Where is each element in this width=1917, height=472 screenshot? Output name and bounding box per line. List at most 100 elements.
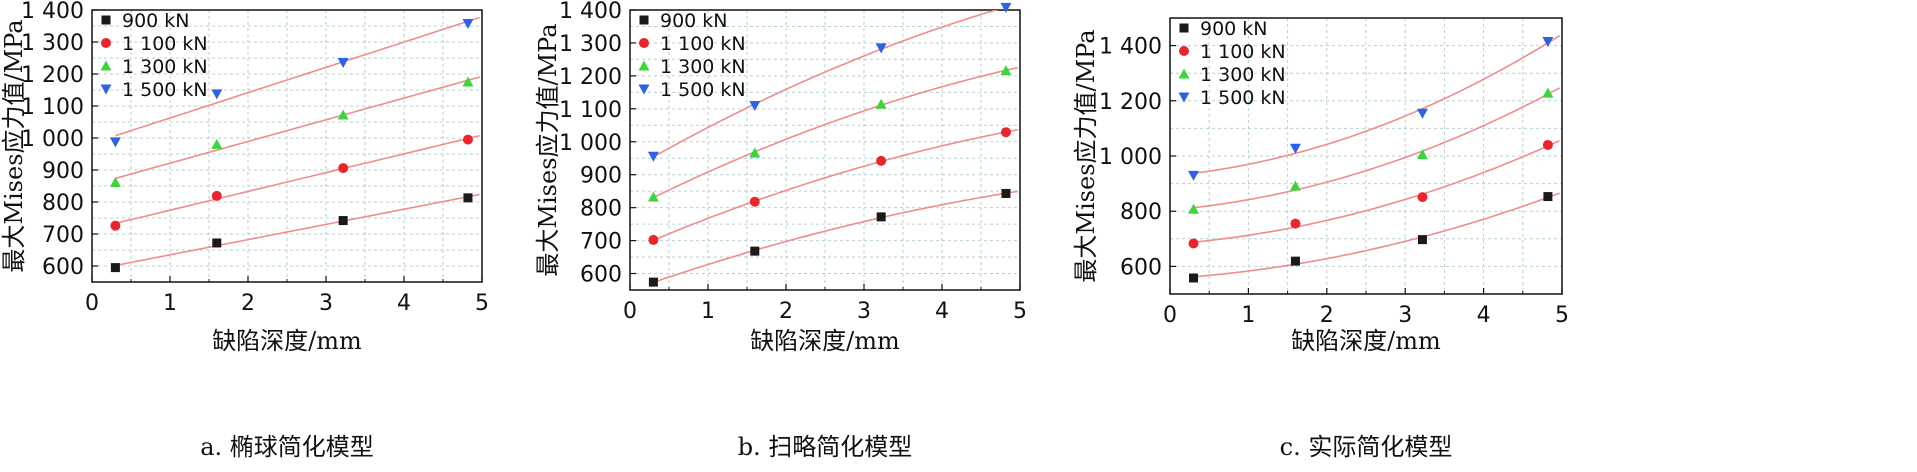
y-tick-label: 700 — [42, 223, 84, 248]
data-point — [1001, 188, 1011, 198]
data-point — [1188, 238, 1199, 249]
legend-marker — [638, 60, 650, 71]
data-point — [337, 57, 349, 68]
y-tick-label: 1 400 — [1099, 35, 1162, 60]
x-axis-label: 缺陷深度/mm — [1291, 327, 1441, 355]
y-tick-label: 900 — [42, 159, 84, 184]
y-tick-label: 1 200 — [1099, 90, 1162, 115]
legend-label: 1 300 kN — [122, 56, 208, 78]
legend-marker — [101, 38, 111, 48]
data-point — [647, 191, 659, 202]
data-point — [109, 137, 121, 148]
legend-label: 1 300 kN — [1200, 64, 1286, 86]
legend-label: 1 100 kN — [660, 33, 746, 55]
legend: 900 kN1 100 kN1 300 kN1 500 kN — [638, 10, 746, 101]
legend-label: 1 500 kN — [1200, 87, 1286, 109]
data-point — [1542, 139, 1553, 150]
legend-marker — [1178, 92, 1190, 103]
data-point — [1000, 65, 1012, 76]
legend-label: 900 kN — [660, 10, 728, 32]
y-tick-label: 1 000 — [559, 131, 622, 156]
grid — [630, 10, 1020, 290]
legend-label: 1 500 kN — [122, 79, 208, 101]
data-point — [1189, 273, 1199, 283]
data-point — [749, 196, 760, 207]
data-point — [1188, 170, 1200, 181]
fit-line-series-2 — [653, 66, 1018, 199]
series-2 — [647, 65, 1012, 202]
y-tick-label: 1 300 — [21, 31, 84, 56]
x-tick-label: 4 — [397, 291, 411, 316]
fit-line-series-2 — [1193, 87, 1560, 209]
y-tick-label: 1 400 — [21, 0, 84, 24]
data-point — [463, 193, 473, 203]
series-3 — [647, 2, 1012, 162]
data-point — [1417, 235, 1427, 245]
x-tick-label: 1 — [163, 291, 177, 316]
legend-marker — [100, 84, 112, 95]
legend-marker — [1179, 46, 1189, 56]
y-tick-label: 600 — [42, 255, 84, 280]
series-3 — [109, 18, 474, 148]
data-point — [1542, 36, 1554, 47]
data-point — [1416, 108, 1428, 119]
series-2 — [109, 76, 474, 187]
legend-label: 1 100 kN — [122, 33, 208, 55]
x-tick-label: 1 — [1241, 303, 1255, 328]
data-point — [462, 134, 473, 145]
y-axis-label: 最大Mises应力值/MPa — [0, 19, 28, 272]
legend-label: 1 300 kN — [660, 56, 746, 78]
data-point — [749, 147, 761, 158]
data-point — [1000, 2, 1012, 13]
data-point — [110, 220, 121, 231]
legend-marker — [639, 15, 649, 25]
legend-marker — [638, 84, 650, 95]
x-tick-label: 4 — [1477, 303, 1491, 328]
series-1 — [648, 127, 1011, 245]
panel-caption: c. 实际简化模型 — [1280, 433, 1453, 461]
x-tick-label: 2 — [779, 299, 793, 324]
fit-line-series-0 — [653, 190, 1018, 284]
y-tick-label: 600 — [1120, 255, 1162, 280]
data-point — [1188, 203, 1200, 214]
fit-line-series-0 — [1193, 192, 1560, 278]
fit-line-series-2 — [115, 76, 480, 180]
x-tick-label: 5 — [475, 291, 489, 316]
x-tick-label: 3 — [319, 291, 333, 316]
y-axis-label: 最大Mises应力值/MPa — [1072, 29, 1100, 282]
legend-label: 900 kN — [122, 10, 190, 32]
y-tick-label: 1 000 — [21, 127, 84, 152]
data-point — [749, 101, 761, 112]
data-point — [462, 76, 474, 87]
y-tick-label: 800 — [580, 197, 622, 222]
data-point — [110, 263, 120, 273]
data-point — [876, 212, 886, 222]
x-tick-label: 0 — [623, 299, 637, 324]
data-point — [875, 98, 887, 109]
data-point — [211, 89, 223, 100]
data-point — [109, 176, 121, 187]
x-tick-label: 5 — [1013, 299, 1027, 324]
data-point — [1290, 218, 1301, 229]
data-point — [648, 234, 659, 245]
x-tick-label: 0 — [1163, 303, 1177, 328]
series-0 — [110, 193, 473, 273]
data-point — [211, 190, 222, 201]
fit-line-series-3 — [653, 10, 999, 158]
legend-marker — [1179, 23, 1189, 33]
y-tick-label: 1 300 — [559, 32, 622, 57]
y-tick-label: 1 100 — [559, 98, 622, 123]
grid — [92, 10, 482, 282]
data-point — [462, 18, 474, 29]
data-point — [648, 277, 658, 287]
chart-panel-c: 0 1 2 3 4 5 600 800 1 000 1 200 1 400 缺陷深度/mm 最大Mise… — [1072, 17, 1569, 461]
fit-line-series-3 — [115, 16, 480, 137]
y-tick-label: 1 100 — [21, 95, 84, 120]
series-0 — [648, 188, 1011, 287]
data-point — [876, 155, 887, 166]
legend-marker — [1178, 68, 1190, 79]
data-point — [1290, 256, 1300, 266]
y-tick-label: 1 200 — [21, 63, 84, 88]
legend-marker — [101, 15, 111, 25]
chart-panel-b: 0 1 2 3 4 5 600 700 800 900 1 000 1 100 1 200 1 300 1 … — [534, 0, 1027, 461]
